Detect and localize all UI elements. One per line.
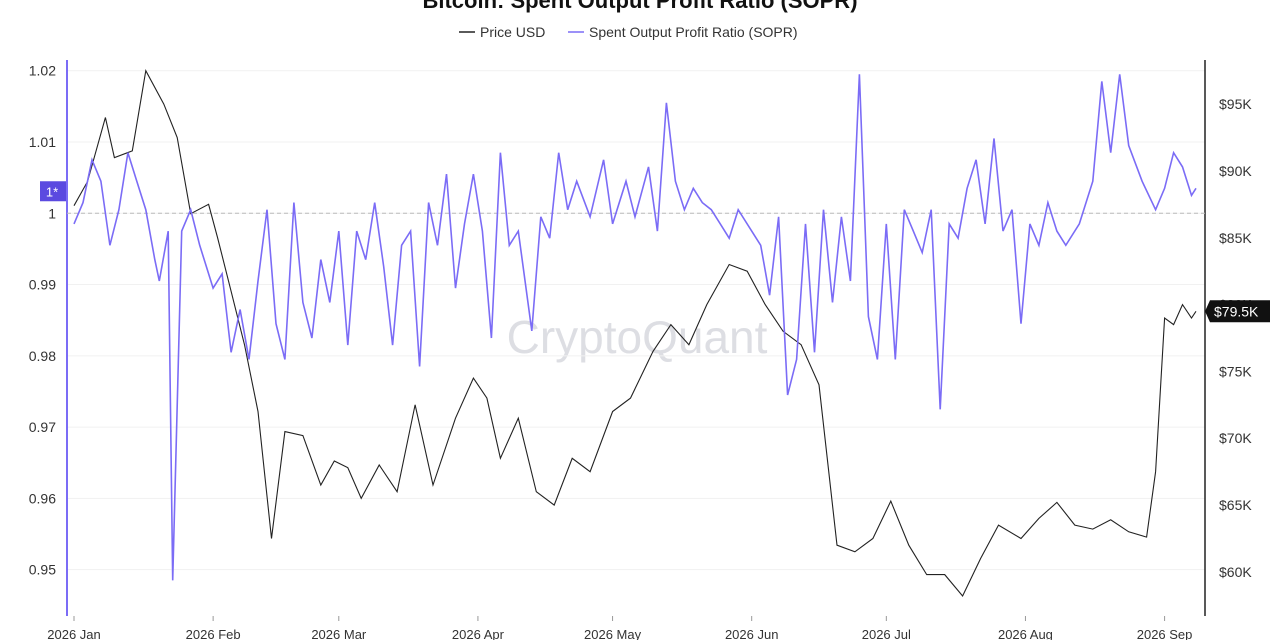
- x-tick-label: 2026 Mar: [311, 627, 367, 640]
- price-tag: $79.5K: [1205, 300, 1270, 323]
- grid: [67, 70, 1205, 571]
- right-axis-ticks: $60K$65K$70K$75K$80K$85K$90K$95K: [1219, 96, 1252, 580]
- legend: Price USD Spent Output Profit Ratio (SOP…: [459, 24, 798, 40]
- legend-label-price: Price USD: [480, 24, 545, 40]
- left-tick-label: 1: [48, 205, 56, 221]
- right-tick-label: $75K: [1219, 363, 1252, 379]
- legend-item-price[interactable]: Price USD: [459, 24, 545, 40]
- left-tick-label: 0.99: [29, 277, 56, 293]
- left-tick-label: 1.01: [29, 134, 56, 150]
- x-tick-label: 2026 Aug: [998, 627, 1053, 640]
- x-tick-label: 2026 Jul: [862, 627, 911, 640]
- left-tick-label: 0.97: [29, 419, 56, 435]
- right-tick-label: $90K: [1219, 163, 1252, 179]
- series-line-sopr: [73, 74, 1197, 581]
- reference-badge-box: [40, 181, 66, 202]
- reference-badge: 1*: [40, 181, 66, 202]
- right-tick-label: $65K: [1219, 497, 1252, 513]
- x-tick-label: 2026 Jun: [725, 627, 779, 640]
- right-tick-label: $60K: [1219, 564, 1252, 580]
- legend-label-sopr: Spent Output Profit Ratio (SOPR): [589, 24, 798, 40]
- x-tick-label: 2026 Jan: [47, 627, 101, 640]
- x-tick-label: 2026 Apr: [452, 627, 505, 640]
- watermark: CryptoQuant: [507, 311, 768, 363]
- reference-badge-label: 1*: [46, 184, 58, 199]
- x-axis-ticks: 2026 Jan 2026 Feb 2026 Mar 2026 Apr 2026 May…: [47, 616, 1192, 640]
- x-tick-label: 2026 Feb: [186, 627, 241, 640]
- right-tick-label: $70K: [1219, 430, 1252, 446]
- right-tick-label: $85K: [1219, 230, 1252, 246]
- left-axis-ticks: 0.95 0.96 0.97 0.98 0.99 1 1.01 1.02: [29, 63, 56, 578]
- left-tick-label: 1.02: [29, 63, 56, 79]
- price-tag-label: $79.5K: [1214, 303, 1259, 319]
- x-tick-label: 2026 May: [584, 627, 642, 640]
- left-tick-label: 0.98: [29, 348, 56, 364]
- chart-title: Bitcoin: Spent Output Profit Ratio (SOPR…: [422, 0, 857, 13]
- price-tag-box: [1205, 300, 1270, 323]
- left-tick-label: 0.96: [29, 490, 56, 506]
- x-tick-label: 2026 Sep: [1137, 627, 1193, 640]
- right-tick-label: $95K: [1219, 96, 1252, 112]
- legend-item-sopr[interactable]: Spent Output Profit Ratio (SOPR): [568, 24, 798, 40]
- left-tick-label: 0.95: [29, 562, 56, 578]
